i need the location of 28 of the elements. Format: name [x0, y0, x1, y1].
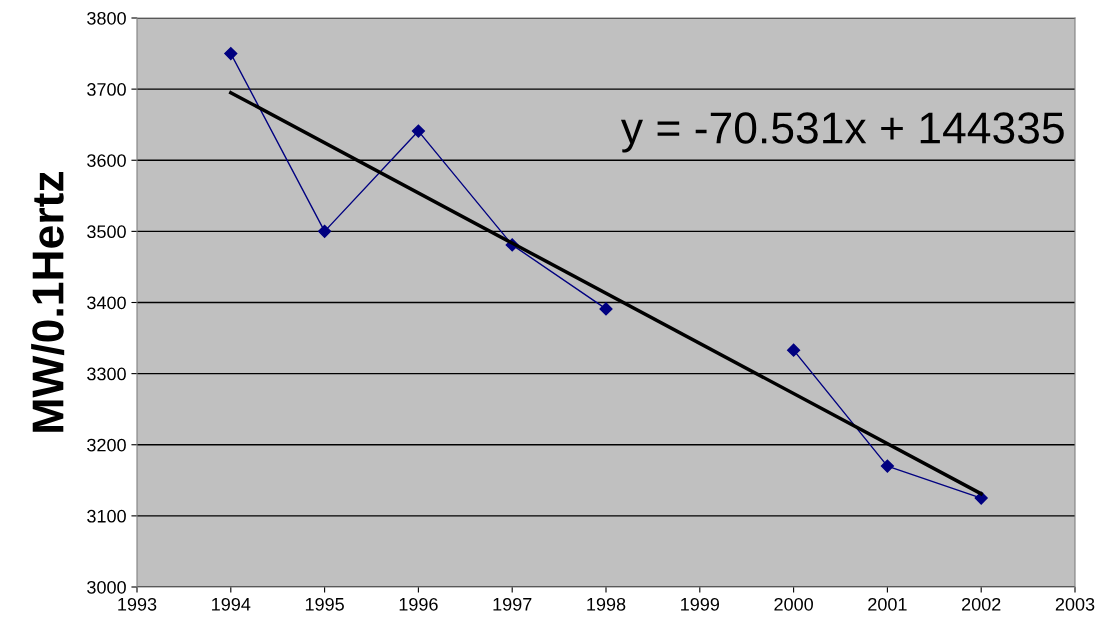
x-tick-label: 1997	[493, 597, 532, 611]
point	[411, 124, 425, 138]
y-tick-label: 3000	[87, 580, 126, 594]
y-tick-label: 3700	[87, 83, 126, 96]
point	[880, 459, 894, 473]
y-axis-title: MW/0.1Hertz	[31, 171, 65, 432]
point	[224, 46, 238, 61]
y-tick-label: 3600	[87, 154, 126, 167]
y-tick-label: 3200	[87, 438, 126, 452]
x-tick-label: 1995	[305, 597, 344, 611]
x-tick-label: 1998	[587, 597, 626, 611]
x-tick-label: 2000	[774, 597, 813, 611]
x-tick-label: 1996	[399, 597, 438, 611]
x-tick-label: 2003	[1055, 597, 1095, 611]
point	[318, 224, 332, 238]
x-tick-label: 1999	[681, 597, 720, 611]
y-tick-label: 3400	[87, 296, 126, 310]
annotation: y = -70.531x + 144335	[620, 112, 1064, 153]
point	[787, 343, 801, 357]
x-tick-label: 2002	[962, 597, 1001, 611]
x-tick-label: 1994	[212, 597, 251, 611]
y-tick-label: 3500	[87, 225, 126, 239]
x-tick-label: 2001	[868, 597, 907, 611]
y-tick-label: 3800	[87, 11, 126, 25]
y-tick-label: 3100	[87, 509, 126, 523]
y-tick-label: 3300	[87, 367, 126, 381]
x-tick-label: 1993	[118, 597, 157, 611]
point	[599, 302, 613, 316]
